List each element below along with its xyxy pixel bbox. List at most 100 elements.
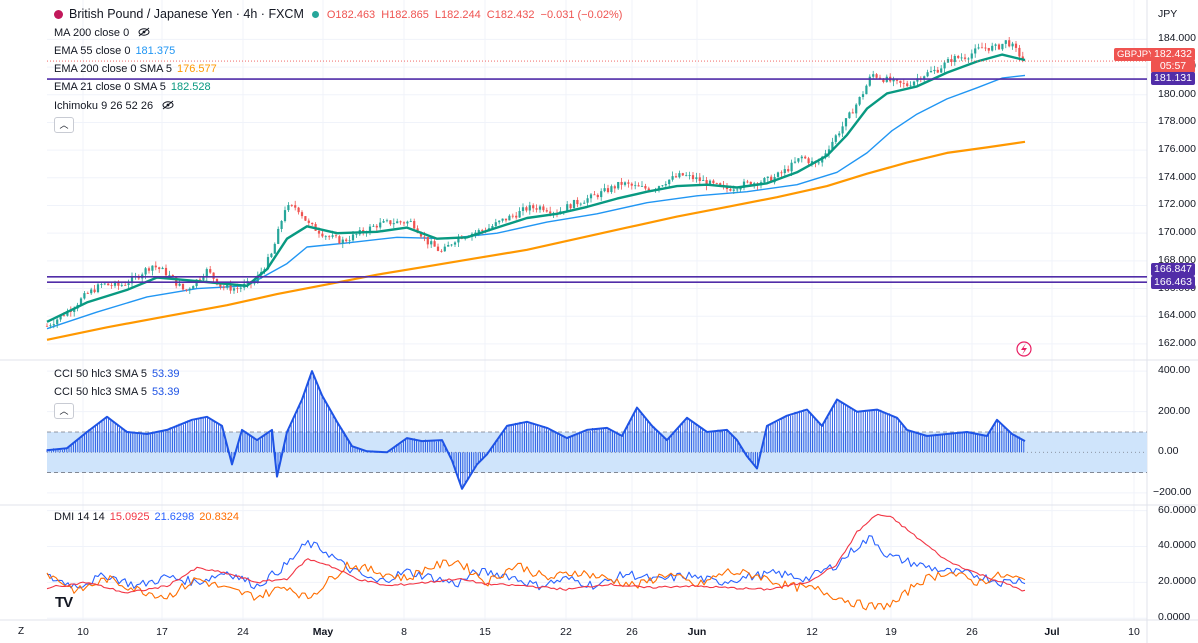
candle-body (406, 221, 409, 224)
cci-tick-label: 0.00 (1158, 445, 1179, 458)
candle-body (617, 181, 620, 189)
candle-body (52, 324, 55, 326)
candle-body (130, 277, 134, 284)
legend-ema200[interactable]: EMA 200 close 0 SMA 5 176.577 (54, 62, 217, 76)
currency-flag-icon (54, 10, 63, 19)
candle-body (834, 135, 837, 142)
candle-body (266, 257, 270, 270)
candle-body (797, 158, 800, 162)
candle-body (450, 244, 453, 246)
x-tick-label: May (312, 626, 334, 638)
candle-body (491, 226, 494, 229)
legend-ma200[interactable]: MA 200 close 0 (54, 26, 150, 40)
candle-body (906, 83, 909, 86)
candle-body (851, 112, 854, 114)
candle-body (113, 282, 117, 286)
currency-label[interactable]: JPY (1158, 8, 1178, 20)
countdown-tag: 05:57 (1151, 60, 1195, 73)
candle-body (868, 76, 871, 86)
candle-body (515, 215, 518, 218)
candle-body (576, 199, 579, 205)
grid (47, 0, 1147, 620)
legend-dmi[interactable]: DMI 14 14 15.0925 21.6298 20.8324 (54, 510, 239, 524)
candle-body (528, 205, 531, 211)
candle-body (627, 182, 630, 184)
candle-body (991, 45, 994, 51)
candle-body (793, 161, 797, 163)
candle-body (719, 183, 722, 185)
symbol-header[interactable]: British Pound / Japanese Yen · 4h · FXCM… (54, 7, 622, 21)
candle-body (950, 59, 953, 62)
candle-body (311, 222, 314, 225)
y-tick-label: 164.000 (1158, 309, 1196, 322)
candle-body (236, 288, 239, 290)
candle-body (518, 210, 521, 218)
hidden-eye-icon[interactable] (162, 100, 174, 110)
dmi-tick-label: 0.0000 (1158, 611, 1191, 624)
horizontal-levels[interactable] (47, 60, 1147, 283)
legend-ema21[interactable]: EMA 21 close 0 SMA 5 182.528 (54, 80, 211, 94)
legend-ichimoku[interactable]: Ichimoku 9 26 52 26 (54, 99, 174, 113)
candle-body (780, 172, 783, 174)
collapse-legend-button[interactable]: ︿ (54, 117, 74, 133)
candle-body (804, 156, 807, 159)
legend-cci-2[interactable]: CCI 50 hlc3 SMA 5 53.39 (54, 385, 179, 399)
ticker-tag: GBPJPY (1114, 48, 1158, 61)
candle-body (1001, 43, 1004, 50)
candle-body (545, 210, 548, 212)
candle-body (192, 286, 195, 289)
x-tick-label: 10 (77, 626, 89, 638)
candle-body (824, 153, 827, 157)
candle-body (198, 279, 202, 281)
candle-body (596, 194, 599, 198)
candle-body (504, 218, 508, 221)
candle-body (902, 82, 905, 84)
candle-body (892, 79, 895, 82)
candle-body (1014, 43, 1018, 48)
candle-body (909, 85, 912, 87)
candle-body (916, 78, 919, 82)
candle-body (960, 57, 963, 59)
candle-body (120, 284, 123, 286)
candle-body (351, 234, 355, 241)
candle-body (110, 285, 113, 287)
candle-body (399, 221, 402, 223)
candle-body (603, 188, 606, 192)
candle-body (447, 245, 450, 247)
candle-body (637, 185, 640, 187)
dmi-tick-label: 60.0000 (1158, 503, 1196, 516)
candle-body (345, 239, 348, 242)
candle-body (430, 241, 433, 245)
ema55-line (46, 74, 1026, 330)
x-tick-label: 26 (966, 626, 978, 638)
candle-body (226, 284, 229, 288)
candle-body (436, 246, 440, 251)
candle-body (926, 72, 929, 77)
z-button[interactable]: Z (18, 626, 25, 637)
legend-cci-1[interactable]: CCI 50 hlc3 SMA 5 53.39 (54, 367, 179, 381)
candle-body (613, 186, 616, 189)
candle-body (168, 275, 171, 276)
candle-body (103, 283, 106, 285)
hidden-eye-icon[interactable] (138, 27, 150, 37)
candle-body (634, 185, 637, 187)
candle-body (151, 265, 154, 271)
candle-body (396, 221, 399, 224)
y-tick-label: 170.000 (1158, 226, 1196, 239)
candle-body (923, 76, 926, 80)
candle-body (86, 293, 89, 294)
candle-body (739, 187, 742, 190)
candle-body (790, 162, 793, 172)
candle-body (181, 283, 185, 290)
candle-body (277, 228, 280, 244)
candle-body (100, 284, 103, 285)
candle-body (994, 44, 997, 46)
ema200-label: EMA 200 close 0 SMA 5 (54, 63, 173, 75)
y-tick-label: 176.000 (1158, 143, 1196, 156)
candle-body (899, 80, 902, 83)
collapse-cci-legend-button[interactable]: ︿ (54, 403, 74, 419)
cci-value: 53.39 (151, 368, 180, 380)
candle-body (508, 215, 511, 221)
legend-ema55[interactable]: EMA 55 close 0 181.375 (54, 44, 175, 58)
